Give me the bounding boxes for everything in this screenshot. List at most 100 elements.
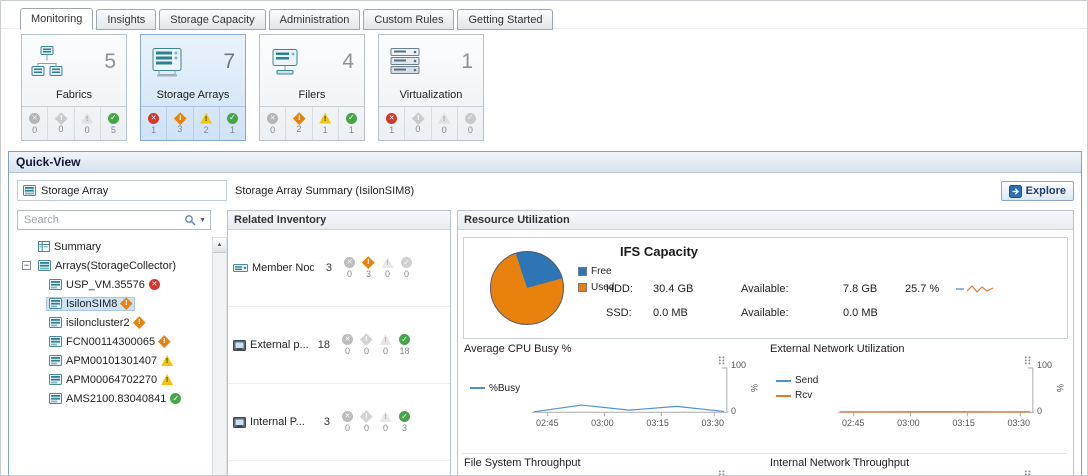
tab-insights[interactable]: Insights [96, 9, 157, 30]
tree-item[interactable]: APM00101301407! [17, 351, 211, 370]
inventory-row[interactable]: Internal P... 3 ✕ 0! 0! 0 ✓ 3 [228, 384, 450, 461]
summary-title: Storage Array Summary (IsilonSIM8) [235, 185, 415, 197]
normal-icon: ✓ [170, 393, 182, 404]
chart-title: External Network Utilization [770, 343, 905, 355]
storage-array-icon [49, 317, 62, 328]
tree-item[interactable]: isiloncluster2! [17, 313, 211, 332]
x-axis-labels: 02:45 03:00 03:15 03:30 [532, 417, 728, 428]
tree-item[interactable]: AMS2100.83040841 ✓ [17, 389, 211, 408]
normal-icon: ✓ [399, 334, 410, 345]
x-axis-label: 02:45 [536, 418, 559, 428]
chart-external-network-utilization: External Network Utilization Send Rcv 100 0%… [768, 343, 1066, 449]
capacity-row-hdd: HDD: 30.4 GB Available: 7.8 GB 25.7 % [606, 283, 995, 295]
chart-internal-network-throughput: Internal Network ThroughputSendMB/s [768, 457, 1066, 475]
status-count: 0 [346, 269, 352, 279]
capacity-size: 30.4 GB [653, 283, 694, 295]
available-label: Available: [741, 283, 789, 295]
virtualization-icon [387, 47, 423, 77]
chart-menu-icon[interactable] [1024, 470, 1032, 475]
tab-getting-started[interactable]: Getting Started [457, 9, 554, 30]
storage-arrays-icon [149, 46, 185, 78]
tab-label: Administration [279, 13, 350, 26]
x-axis-label: 02:45 [842, 418, 865, 428]
status-count: 0 [84, 124, 90, 135]
tile-storage-arrays[interactable]: 7 Storage Arrays ✕ 1! 3! 2 ✓ 1 [140, 34, 246, 141]
search-options-caret-icon[interactable]: ▼ [199, 216, 206, 224]
tree-item[interactable]: − Arrays(StorageCollector) [17, 256, 211, 275]
inventory-count: 3 [325, 262, 332, 274]
normal-icon: ✓ [107, 112, 119, 124]
search-input[interactable] [22, 213, 185, 227]
y-axis-max-label: 100 [1037, 360, 1053, 370]
explore-label: Explore [1025, 185, 1066, 197]
status-normal-cell: ✓ 3 [395, 411, 414, 433]
tree-item[interactable]: Summary [17, 237, 211, 256]
storage-array-icon [38, 260, 51, 271]
collapse-icon[interactable]: − [22, 260, 31, 270]
caution-icon: ! [379, 334, 392, 345]
capacity-title: IFS Capacity [619, 244, 699, 259]
inventory-row[interactable]: Member Nod...3✕0!3!0✓0 [228, 230, 450, 307]
quick-view-panel: Quick-View Storage Array ▼ Summary − Array… [8, 151, 1082, 475]
y-axis-max-label: 100 [731, 360, 747, 370]
chart-menu-icon[interactable] [718, 470, 726, 475]
tile-label: Storage Arrays [156, 89, 230, 101]
used-swatch [578, 283, 587, 292]
tab-monitoring[interactable]: Monitoring [20, 8, 94, 30]
critical-icon: ! [360, 333, 373, 346]
x-axis-labels: 02:45 03:00 03:15 03:30 [838, 417, 1034, 428]
status-caution-cell: ! 0 [75, 107, 101, 140]
status-count: 3 [365, 268, 371, 279]
tile-virtualization[interactable]: 1 Virtualization ✕ 1! 0! 0 ✓ 0 [378, 34, 484, 141]
storage-array-icon [49, 355, 62, 366]
explore-button[interactable]: Explore [1000, 181, 1074, 201]
tab-storage-capacity[interactable]: Storage Capacity [159, 9, 266, 30]
critical-icon: ! [411, 111, 424, 125]
search-icon[interactable] [184, 214, 196, 226]
tree-item[interactable]: IsilonSIM8! [17, 294, 211, 313]
chart-legend: Send Rcv [768, 359, 838, 417]
tab-label: Insights [107, 13, 146, 26]
tree-item[interactable]: FCN00114300065! [17, 332, 211, 351]
sidebar-header-label: Storage Array [41, 184, 109, 197]
resource-utilization-header: Resource Utilization [458, 211, 1073, 230]
status-count: 0 [403, 269, 409, 279]
legend-line-sample [776, 379, 791, 382]
inventory-row[interactable]: External p... 18 ✕ 0! 0! 0 ✓ 18 [228, 307, 450, 384]
status-normal-cell: ✓ 0 [397, 257, 416, 279]
status-error-cell: ✕ 0 [22, 107, 49, 140]
status-normal-cell: ✓ 1 [220, 107, 245, 140]
tree-item-label: APM00101301407 [66, 354, 158, 367]
tree-item[interactable]: APM00064702270! [17, 370, 211, 389]
status-error-cell: ✕ 0 [338, 411, 357, 433]
tree-item[interactable]: USP_VM.35576 ✕ [17, 275, 211, 294]
tile-filers[interactable]: 4 Filers ✕ 0! 2! 1 ✓ 1 [259, 34, 365, 141]
tab-administration[interactable]: Administration [268, 9, 361, 30]
status-normal-cell: ✓ 1 [339, 107, 364, 140]
tree-scrollbar[interactable]: ▲ [212, 237, 227, 475]
status-count: 1 [348, 124, 354, 135]
normal-icon: ✓ [464, 112, 476, 124]
scroll-up-icon[interactable]: ▲ [213, 238, 226, 253]
chart-legend: %Busy [462, 359, 532, 417]
status-count: 3 [177, 124, 183, 135]
related-inventory-panel: Related Inventory Member Nod...3✕0!3!0✓0… [227, 210, 451, 475]
fabrics-icon [30, 45, 64, 79]
x-axis-label: 03:00 [591, 418, 614, 428]
chart-menu-icon[interactable] [718, 356, 726, 365]
resource-utilization-title: Resource Utilization [464, 214, 570, 226]
status-normal-cell: ✓ 5 [101, 107, 126, 140]
caution-icon: ! [161, 355, 174, 366]
status-critical-cell: ! 0 [405, 107, 432, 140]
capacity-size: 0.0 MB [653, 307, 688, 319]
status-count: 0 [344, 423, 350, 433]
legend-line-sample [776, 394, 791, 397]
y-axis-min-label: 0 [1037, 406, 1043, 416]
status-count: 0 [384, 269, 390, 279]
tab-custom-rules[interactable]: Custom Rules [363, 9, 455, 30]
chart-menu-icon[interactable] [1024, 356, 1032, 365]
tile-fabrics[interactable]: 5 Fabrics ✕ 0! 0! 0 ✓ 5 [21, 34, 127, 141]
y-axis-unit: % [1055, 383, 1065, 392]
quick-view-title: Quick-View [16, 155, 81, 169]
y-axis-min-label: 0 [731, 406, 737, 416]
